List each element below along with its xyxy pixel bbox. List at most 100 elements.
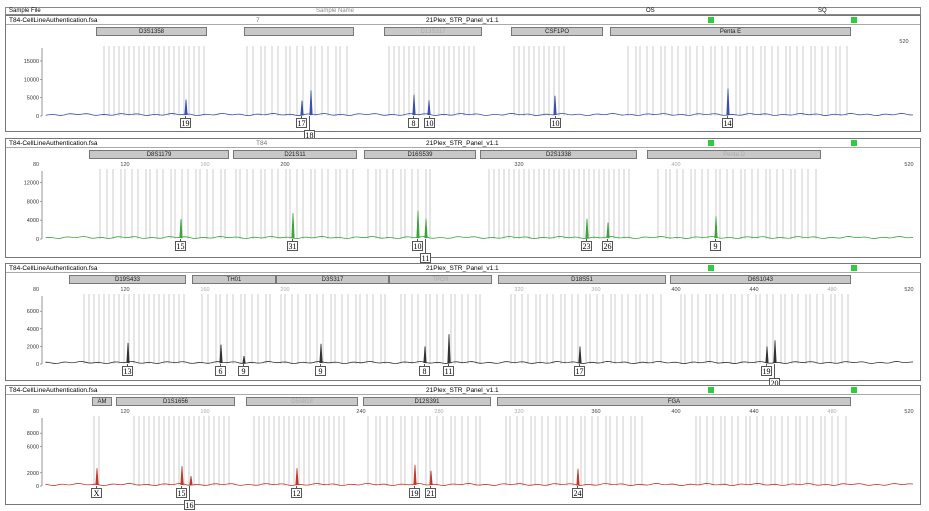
peak[interactable] [424,218,428,239]
allele-call-label[interactable]: 19 [409,488,420,498]
header-sq[interactable]: SQ [818,8,827,14]
locus-marker[interactable]: D12S391 [363,397,491,406]
allele-connector [127,364,128,366]
allele-call-label[interactable]: 19 [761,366,772,376]
peak[interactable] [765,346,769,364]
peak[interactable] [553,95,557,116]
locus-marker[interactable]: D18S51 [498,275,666,284]
peak[interactable] [427,100,431,116]
allele-call-label[interactable]: 8 [419,366,430,376]
peak[interactable] [242,356,246,364]
panel-filename: T84-CellLineAuthentication.fsa [9,140,98,147]
locus-marker[interactable]: D16S539 [364,150,476,159]
locus-marker[interactable]: FGA [497,397,851,406]
peak[interactable] [413,464,417,486]
peak[interactable] [300,100,304,116]
allele-call-label[interactable]: 13 [122,366,133,376]
locus-marker[interactable]: Penta D [647,150,821,159]
y-tick-label: 8000 [27,199,39,205]
allele-connector [243,364,244,366]
locus-marker[interactable]: D13S317 [384,27,482,36]
locus-marker[interactable]: D1S1656 [116,397,235,406]
electropherogram-plot[interactable]: 12000 8000 4000 0 [6,169,922,243]
peak[interactable] [447,334,451,364]
peak[interactable] [95,468,99,486]
peak[interactable] [126,342,130,364]
allele-call-label[interactable]: X [91,488,102,498]
locus-marker[interactable]: D3S1358 [96,27,207,36]
allele-connector [96,486,97,488]
allele-call-label[interactable]: 10 [412,241,423,251]
peak[interactable] [184,99,188,116]
allele-call-label[interactable]: 9 [710,241,721,251]
header-sample-file[interactable]: Sample File [9,8,41,14]
allele-call-label[interactable]: 9 [238,366,249,376]
bp-tick-label: 480 [827,409,837,415]
allele-call-label[interactable]: 6 [215,366,226,376]
electropherogram-panel[interactable]: T84-CellLineAuthentication.fsa 21Plex_STR… [5,385,922,510]
peak[interactable] [309,90,313,116]
allele-call-label[interactable]: 10 [424,118,435,128]
allele-call-label[interactable]: 8 [408,118,419,128]
peak[interactable] [578,346,582,364]
locus-marker[interactable] [244,27,354,36]
allele-call-label[interactable]: 15 [176,488,187,498]
peak[interactable] [412,94,416,116]
peak[interactable] [726,88,730,116]
electropherogram-plot[interactable]: 15000 10000 5000 0 [6,46,922,120]
allele-call-label[interactable]: 15 [175,241,186,251]
allele-connector [577,486,578,488]
peak[interactable] [429,470,433,486]
allele-call-label[interactable]: 9 [315,366,326,376]
electropherogram-panel[interactable]: T84-CellLineAuthentication.fsa T84 21Plex_… [5,138,922,263]
allele-call-label[interactable]: 16 [184,500,195,510]
allele-call-label[interactable]: 11 [443,366,454,376]
allele-call-label[interactable]: 14 [722,118,733,128]
locus-marker[interactable]: D21S11 [233,150,357,159]
peak[interactable] [585,218,589,239]
locus-marker[interactable]: D19S433 [69,275,186,284]
allele-call-label[interactable]: 10 [550,118,561,128]
allele-call-label[interactable]: 21 [425,488,436,498]
peak[interactable] [714,216,718,239]
allele-call-label[interactable]: 26 [602,241,613,251]
peak[interactable] [576,468,580,486]
locus-marker[interactable]: D8S1179 [89,150,229,159]
peak[interactable] [773,340,777,364]
peak[interactable] [180,466,184,486]
locus-marker[interactable]: D3S317 [276,275,389,284]
electropherogram-plot[interactable]: 6000 4000 2000 0 [6,294,922,368]
allele-call-label[interactable]: 11 [420,253,431,263]
peak[interactable] [416,210,420,239]
locus-marker[interactable]: D2S1338 [480,150,637,159]
locus-marker[interactable]: D5S818 [246,397,358,406]
peak[interactable] [189,476,193,486]
peak[interactable] [606,222,610,239]
electropherogram-panel[interactable]: T84-CellLineAuthentication.fsa 7 21Plex_ST… [5,15,922,140]
peak[interactable] [319,343,323,364]
allele-call-label[interactable]: 31 [287,241,298,251]
bp-tick-label: 400 [671,162,681,168]
locus-marker[interactable]: Penta E [610,27,851,36]
peak[interactable] [291,213,295,239]
locus-marker[interactable]: AM [92,397,112,406]
peak[interactable] [295,468,299,486]
locus-marker[interactable]: D6S1043 [670,275,851,284]
allele-call-label[interactable]: 17 [574,366,585,376]
peak[interactable] [219,344,223,364]
locus-marker[interactable]: CSF1PO [511,27,603,36]
peak[interactable] [423,346,427,364]
electropherogram-plot[interactable]: 8000 6000 2000 0 [6,416,922,490]
allele-call-label[interactable]: 17 [296,118,307,128]
locus-marker[interactable]: TPOX [389,275,492,284]
electropherogram-panel[interactable]: T84-CellLineAuthentication.fsa 21Plex_STR… [5,263,922,388]
locus-marker[interactable]: TH01 [192,275,276,284]
header-sample-name[interactable]: Sample Name [316,8,355,14]
header-os[interactable]: OS [646,8,655,14]
allele-call-label[interactable]: 19 [180,118,191,128]
allele-call-label[interactable]: 24 [572,488,583,498]
bp-tick-label: 520 [904,287,914,293]
allele-call-label[interactable]: 23 [581,241,592,251]
allele-call-label[interactable]: 12 [291,488,302,498]
peak[interactable] [179,219,183,239]
